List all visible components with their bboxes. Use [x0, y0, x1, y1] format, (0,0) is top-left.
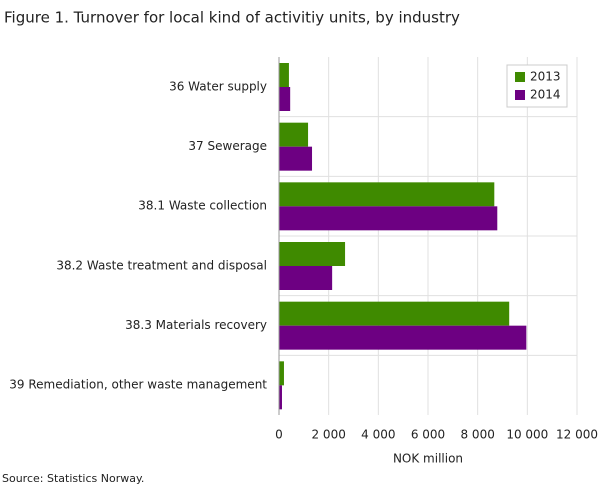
bar	[279, 361, 284, 386]
legend-swatch	[515, 72, 525, 82]
x-tick-label: 4 000	[361, 428, 395, 442]
y-tick-label: 38.3 Materials recovery	[125, 318, 267, 332]
y-tick-label: 36 Water supply	[169, 79, 267, 93]
x-tick-label: 12 000	[556, 428, 598, 442]
x-tick-label: 10 000	[506, 428, 548, 442]
y-tick-label: 39 Remediation, other waste management	[9, 378, 267, 392]
y-tick-label: 38.2 Waste treatment and disposal	[56, 258, 267, 272]
y-tick-label: 38.1 Waste collection	[138, 199, 267, 213]
source: Source: Statistics Norway.	[2, 472, 144, 485]
chart-title: Figure 1. Turnover for local kind of act…	[4, 9, 460, 27]
legend-label: 2013	[530, 70, 561, 84]
bar	[279, 206, 498, 231]
bar	[279, 325, 527, 350]
bar	[279, 146, 313, 171]
bar	[279, 63, 289, 87]
bar	[279, 301, 510, 326]
x-tick-label: 2 000	[311, 428, 345, 442]
x-tick-label: 0	[275, 428, 283, 442]
bar	[279, 122, 309, 147]
y-tick-label: 37 Sewerage	[188, 139, 267, 153]
bar	[279, 242, 346, 266]
bar	[279, 87, 291, 111]
bar	[279, 182, 495, 207]
bar	[279, 385, 282, 410]
x-tick-label: 6 000	[411, 428, 445, 442]
legend-label: 2014	[530, 88, 561, 102]
x-tick-label: 8 000	[460, 428, 494, 442]
legend-swatch	[515, 90, 525, 100]
x-axis-label: NOK million	[393, 452, 463, 466]
bar	[279, 266, 333, 290]
